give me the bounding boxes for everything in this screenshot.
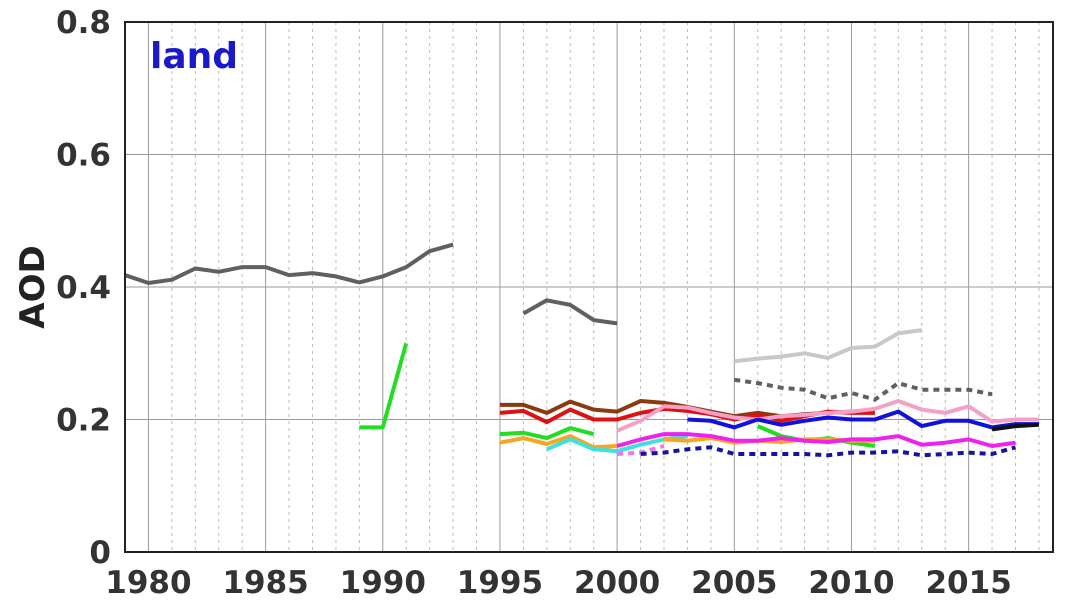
x-tick-label: 2000 [574, 565, 660, 601]
panel-label: land [150, 36, 238, 77]
series-line-7 [499, 434, 618, 450]
y-tick-label: 0.4 [56, 270, 111, 306]
series-line-2 [359, 342, 409, 430]
series-line-12 [616, 432, 1016, 448]
series-line-18 [991, 422, 1040, 432]
series-line-9 [616, 399, 1039, 433]
series-layer [124, 242, 1040, 458]
y-axis-title: AOD [13, 245, 53, 328]
series-line-3 [522, 298, 618, 326]
x-tick-label: 1990 [340, 565, 426, 601]
plot-frame [124, 21, 1054, 553]
x-tick-labels: 1980 1985 1990 1995 2000 2005 2010 2015 [105, 565, 1011, 601]
major-gridlines [125, 22, 1053, 552]
y-tick-label: 0 [89, 535, 111, 571]
x-tick-label: 1995 [457, 565, 543, 601]
series-line-17 [687, 409, 1039, 430]
x-tick-label: 1985 [222, 565, 308, 601]
x-tick-label: 2005 [691, 565, 777, 601]
y-tick-label: 0.6 [56, 138, 111, 174]
series-line-14 [640, 445, 1017, 458]
series-line-1 [124, 242, 454, 285]
y-tick-labels: 0 0.2 0.4 0.6 0.8 [56, 5, 111, 571]
x-tick-label: 2015 [925, 565, 1011, 601]
y-tick-label: 0.8 [56, 5, 111, 41]
minor-gridlines [124, 22, 1040, 552]
y-tick-label: 0.2 [56, 403, 111, 439]
x-tick-label: 2010 [808, 565, 894, 601]
series-line-16 [734, 377, 993, 402]
series-line-15 [734, 328, 923, 364]
series-line-6 [499, 426, 595, 441]
x-tick-label: 1980 [105, 565, 191, 601]
